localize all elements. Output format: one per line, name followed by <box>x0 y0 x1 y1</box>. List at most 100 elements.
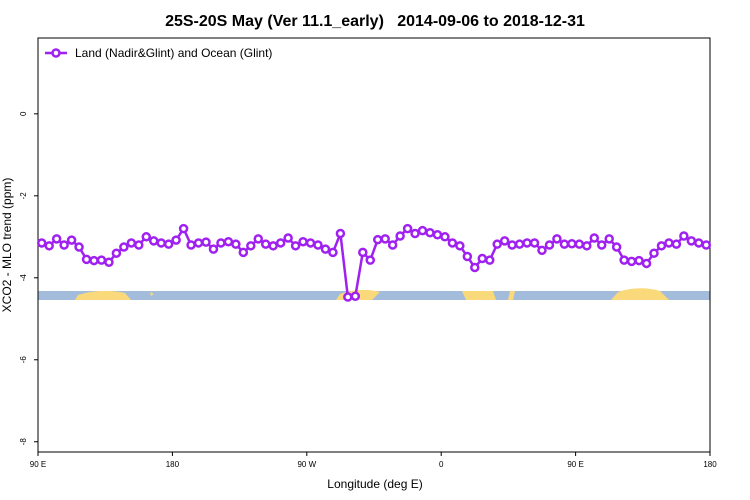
point <box>313 240 323 250</box>
point <box>596 240 607 250</box>
point <box>358 247 368 258</box>
point <box>335 228 346 239</box>
y-axis-label: XCO2 - MLO trend (ppm) <box>0 178 14 313</box>
point <box>201 237 211 247</box>
point <box>36 238 47 248</box>
point <box>582 241 592 251</box>
y-tick-label: -6 <box>19 356 28 364</box>
chart-title: 25S-20S May (Ver 11.1_early) 2014-09-06 … <box>165 13 585 30</box>
point <box>89 255 99 266</box>
point <box>671 239 682 249</box>
land-patch <box>508 291 515 300</box>
legend-marker <box>51 48 61 58</box>
point <box>537 245 547 256</box>
point <box>619 255 629 265</box>
point <box>492 239 502 249</box>
x-axis-label: Longitude (deg E) <box>327 477 422 491</box>
point <box>484 255 495 265</box>
point <box>320 244 331 254</box>
point <box>193 238 204 248</box>
point <box>499 236 510 246</box>
x-tick-label: 0 <box>439 460 444 469</box>
point <box>574 239 585 249</box>
point <box>544 240 555 250</box>
point <box>305 238 316 248</box>
point <box>447 238 458 248</box>
point <box>440 232 450 242</box>
point <box>649 248 659 258</box>
x-tick-label: 90 E <box>567 460 583 469</box>
land-patch <box>150 292 154 296</box>
land-ocean-band <box>38 288 710 300</box>
point <box>611 242 622 252</box>
y-tick-label: -2 <box>19 192 28 200</box>
point <box>163 239 174 249</box>
point <box>104 257 114 267</box>
point <box>74 242 84 252</box>
y-tick-label: 0 <box>19 111 28 116</box>
point <box>701 240 712 250</box>
land-patch <box>462 291 496 300</box>
point <box>208 244 219 254</box>
land-patch <box>611 288 669 300</box>
point <box>328 247 338 258</box>
point <box>679 231 689 241</box>
point <box>275 238 286 248</box>
point <box>694 238 704 248</box>
point <box>410 228 420 239</box>
point <box>231 239 241 249</box>
point <box>51 234 62 244</box>
point <box>216 238 226 248</box>
point <box>634 255 644 266</box>
point <box>507 240 517 250</box>
legend-label: Land (Nadir&Glint) and Ocean (Glint) <box>75 46 272 60</box>
point <box>290 241 301 251</box>
point <box>253 234 264 244</box>
point <box>66 235 77 245</box>
point <box>589 233 600 243</box>
point <box>395 231 405 241</box>
point <box>559 239 570 249</box>
point <box>470 262 480 273</box>
point <box>425 227 435 238</box>
point <box>387 240 398 250</box>
point <box>59 240 69 250</box>
point <box>529 238 540 248</box>
point <box>567 239 577 249</box>
point <box>514 239 525 249</box>
point <box>171 235 181 245</box>
point <box>126 238 137 248</box>
point <box>260 239 271 249</box>
point <box>81 254 92 265</box>
point <box>402 223 413 234</box>
x-tick-label: 90 W <box>297 460 316 469</box>
point <box>246 241 256 251</box>
y-tick-label: -8 <box>19 438 28 446</box>
point <box>238 247 249 258</box>
point <box>462 251 473 262</box>
point <box>656 241 667 251</box>
point <box>148 236 159 246</box>
land-patch <box>75 290 131 300</box>
x-tick-label: 180 <box>166 460 180 469</box>
point <box>223 236 234 247</box>
point <box>417 225 428 236</box>
point <box>298 236 308 247</box>
point <box>141 232 152 242</box>
point <box>343 292 353 302</box>
point <box>686 236 697 246</box>
point <box>455 241 465 251</box>
point <box>268 241 278 251</box>
point <box>664 238 674 248</box>
point <box>119 242 129 252</box>
point <box>186 240 196 250</box>
point <box>96 255 107 265</box>
x-tick-label: 90 E <box>30 460 46 469</box>
point <box>626 256 637 267</box>
point <box>604 234 614 244</box>
point <box>178 223 189 234</box>
point <box>156 238 166 248</box>
point <box>552 234 562 244</box>
point <box>365 255 376 265</box>
point <box>372 234 383 245</box>
